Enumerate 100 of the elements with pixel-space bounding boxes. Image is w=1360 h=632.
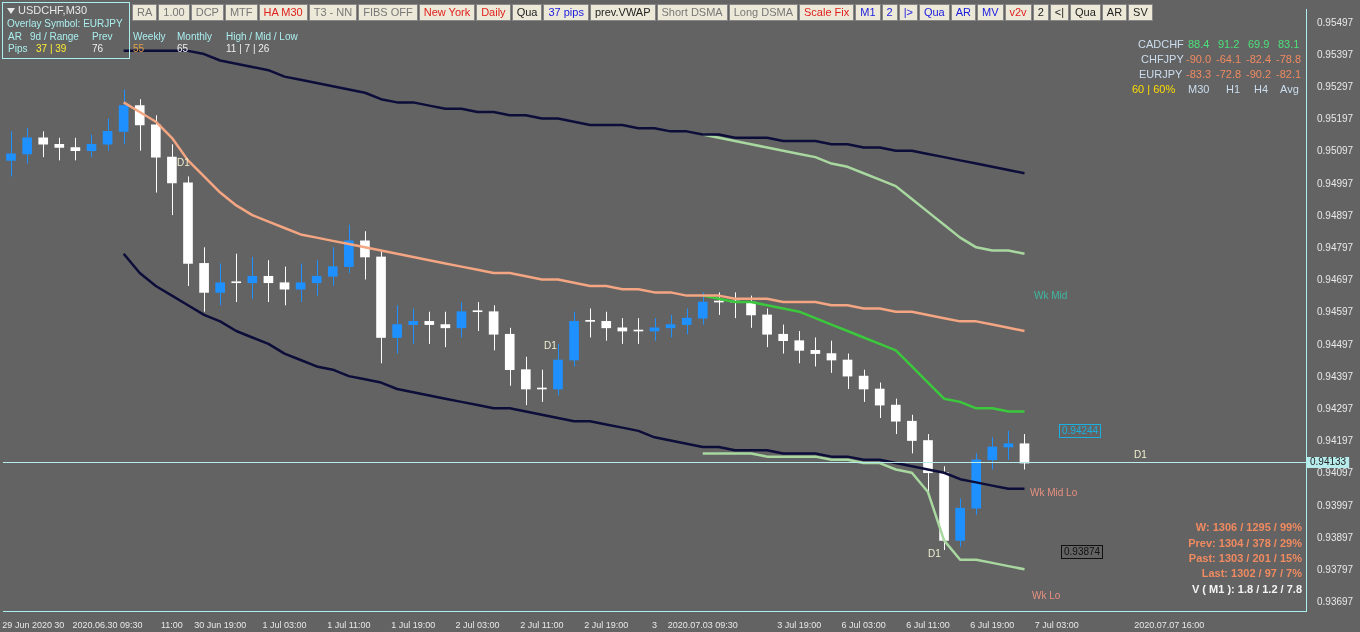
x-tick-label: 3 Jul 19:00: [777, 620, 822, 631]
candlestick: [907, 414, 917, 454]
candlestick: [70, 137, 81, 161]
candlestick: [54, 137, 65, 161]
annotation: 0.93874: [1061, 545, 1104, 559]
annotation: -78.8: [1276, 53, 1302, 65]
annotation: AR: [950, 4, 976, 21]
x-tick-label: 6 Jul 11:00: [906, 620, 950, 631]
annotation: -90.0: [1186, 53, 1212, 65]
annotation: H4: [1254, 83, 1269, 95]
y-tick-label: 0.93897: [1317, 531, 1354, 543]
annotation: Long DSMA: [728, 4, 798, 21]
x-tick-label: 6 Jul 03:00: [841, 620, 886, 631]
annotation: M1: [855, 4, 881, 21]
annotation: New York: [418, 4, 476, 21]
x-tick-label: 1 Jul 03:00: [262, 620, 307, 631]
annotation: Daily: [476, 4, 511, 21]
annotation: Wk Mid: [1034, 290, 1068, 302]
x-tick-label: 1 Jul 11:00: [327, 620, 371, 631]
annotation: 9d / Range: [30, 31, 79, 43]
candlestick: [585, 307, 595, 338]
annotation: Qua: [1070, 4, 1101, 21]
candlestick: [665, 314, 676, 338]
x-tick-label: 2 Jul 19:00: [584, 620, 629, 631]
x-tick-label: 11:00: [160, 620, 183, 631]
annotation: D1: [177, 157, 190, 169]
annotation: v2v: [1004, 4, 1032, 21]
y-tick-label: 0.94197: [1317, 435, 1354, 447]
x-tick-label: 1 Jul 19:00: [391, 620, 436, 631]
annotation: AR: [1101, 4, 1128, 21]
candlestick: [392, 304, 402, 355]
annotation: D1: [544, 340, 557, 352]
annotation: Prev: 1304 / 378 / 29%: [1188, 537, 1302, 549]
annotation: V ( M1 ): 1.8 / 1.2 / 7.8: [1191, 583, 1302, 595]
annotation: -72.8: [1216, 68, 1242, 80]
annotation: CHFJPY: [1141, 53, 1184, 65]
candlestick: [6, 130, 16, 177]
candlestick: [778, 324, 789, 355]
annotation: Past: 1303 / 201 / 15%: [1188, 552, 1302, 564]
x-tick-label: 2020.07.03 09:30: [667, 620, 738, 631]
annotation: W: 1306 / 1295 / 99%: [1195, 521, 1302, 533]
y-tick-label: 0.94697: [1317, 274, 1354, 286]
annotation: Wk Lo: [1032, 590, 1061, 602]
candlestick: [874, 382, 885, 419]
y-tick-label: 0.94997: [1317, 177, 1354, 189]
annotation: FIBS OFF: [358, 4, 418, 21]
annotation: CADCHF: [1138, 38, 1184, 50]
y-tick-label: 0.95397: [1317, 48, 1354, 60]
annotation: Weekly: [133, 31, 166, 43]
annotation: T3 - NN: [308, 4, 358, 21]
candlestick: [520, 356, 531, 406]
candlestick: [86, 134, 97, 158]
annotation: D1: [1134, 449, 1147, 461]
y-tick-label: 0.94797: [1317, 242, 1354, 254]
annotation: MV: [977, 4, 1004, 21]
annotation: Monthly: [177, 31, 213, 43]
annotation: RA: [132, 4, 158, 21]
y-tick-label: 0.94497: [1317, 338, 1354, 350]
x-tick-label: 30 Jun 19:00: [194, 620, 247, 631]
annotation: -83.3: [1186, 68, 1212, 80]
candlestick: [456, 301, 467, 338]
x-tick-label: 6 Jul 19:00: [970, 620, 1015, 631]
candlestick: [794, 330, 805, 364]
annotation: HA M30: [258, 4, 308, 21]
x-tick-label: 2020.07.07 16:00: [1134, 620, 1205, 631]
annotation: MTF: [224, 4, 258, 21]
x-tick-label: 3: [651, 620, 658, 631]
candlestick: [617, 317, 628, 345]
candlestick: [488, 304, 499, 351]
annotation: D1: [928, 548, 941, 560]
annotation: 88.4: [1188, 38, 1210, 50]
annotation: 11 | 7 | 26: [226, 43, 270, 55]
annotation: 60 | 60%: [1132, 83, 1176, 95]
annotation: -90.2: [1246, 68, 1272, 80]
y-tick-label: 0.94597: [1317, 306, 1354, 318]
y-tick-label: 0.94097: [1317, 467, 1354, 479]
annotation: Last: 1302 / 97 / 7%: [1201, 567, 1302, 579]
annotation: H1: [1226, 83, 1241, 95]
annotation: Qua: [511, 4, 543, 21]
annotation: SV: [1128, 4, 1153, 21]
annotation: 1.00: [158, 4, 190, 21]
annotation: 37 pips: [543, 4, 589, 21]
annotation: 83.1: [1278, 38, 1300, 50]
candlestick: [987, 436, 998, 471]
x-tick-label: 29 Jun 2020: [2, 620, 52, 631]
x-tick-label: 30: [54, 620, 65, 631]
y-tick-label: 0.94397: [1317, 370, 1354, 382]
annotation: Prev: [92, 31, 113, 43]
candlestick: [424, 311, 435, 345]
candlestick: [311, 259, 322, 297]
annotation: 76: [92, 43, 104, 55]
y-tick-label: 0.93797: [1317, 564, 1354, 576]
annotation: M30: [1188, 83, 1210, 95]
annotation: 69.9: [1248, 38, 1270, 50]
annotation: Avg: [1280, 83, 1299, 95]
candlestick: [215, 262, 225, 306]
y-tick-label: 0.94897: [1317, 209, 1354, 221]
x-tick-label: 2020.06.30 09:30: [72, 620, 143, 631]
annotation: EURJPY: [1139, 68, 1183, 80]
annotation: DCP: [190, 4, 224, 21]
